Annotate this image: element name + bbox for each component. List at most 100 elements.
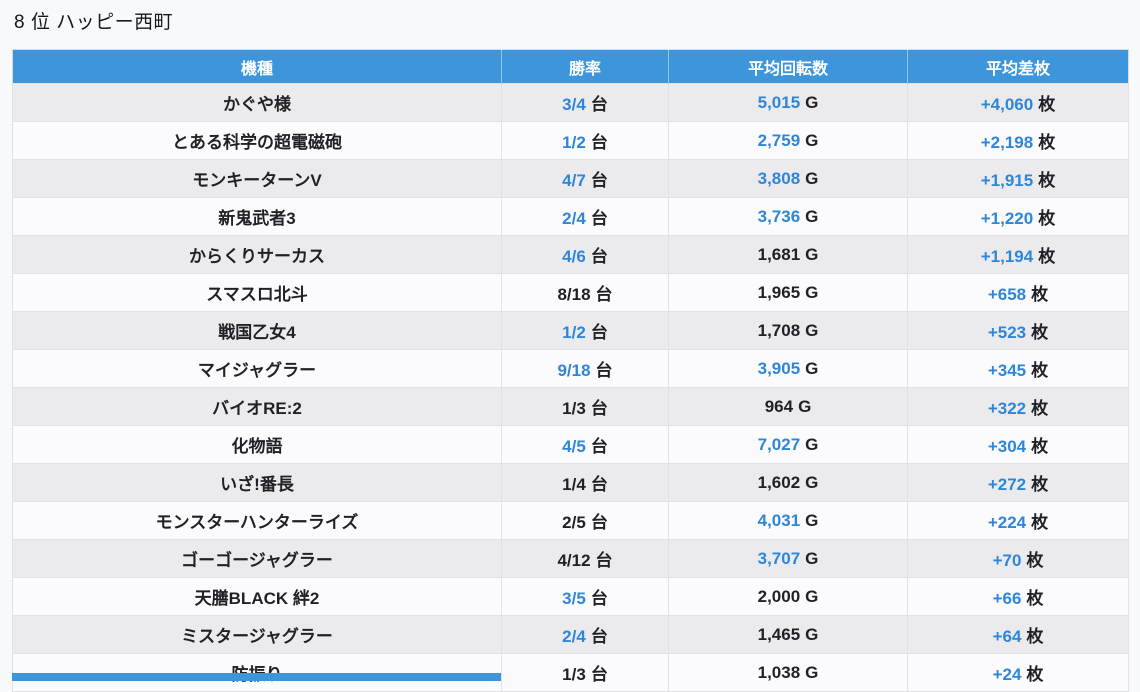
avg-diff-unit: 枚 bbox=[1031, 399, 1049, 418]
win-rate-cell: 8/18 台 bbox=[501, 273, 669, 312]
table-row: かぐや様 3/4 台 5,015 G +4,060 枚 bbox=[12, 83, 1129, 122]
win-rate-value: 4/7 bbox=[562, 171, 586, 190]
win-rate-cell: 1/2 台 bbox=[501, 121, 669, 160]
machine-name-cell: モンキーターンV bbox=[12, 159, 502, 198]
machine-name-cell: かぐや様 bbox=[12, 83, 502, 122]
avg-diff-value: +224 bbox=[987, 513, 1027, 532]
avg-spins-unit: G bbox=[805, 624, 819, 644]
avg-diff-value: +304 bbox=[987, 437, 1027, 456]
win-rate-value: 3/4 bbox=[562, 95, 586, 114]
table-row: 天膳BLACK 絆2 3/5 台 2,000 G +66 枚 bbox=[12, 577, 1129, 616]
avg-spins-unit: G bbox=[805, 92, 819, 112]
machine-name-cell: とある科学の超電磁砲 bbox=[12, 121, 502, 160]
avg-diff-value: +658 bbox=[987, 285, 1027, 304]
avg-spins-cell: 3,707 G bbox=[668, 539, 908, 578]
win-rate-unit: 台 bbox=[595, 551, 613, 570]
win-rate-unit: 台 bbox=[590, 627, 608, 646]
machine-name: モンキーターンV bbox=[192, 171, 322, 190]
avg-diff-cell: +66 枚 bbox=[907, 577, 1129, 616]
machine-name-cell: 戦国乙女4 bbox=[12, 311, 502, 350]
win-rate-value: 2/4 bbox=[562, 209, 586, 228]
win-rate-value: 8/18 bbox=[557, 285, 591, 304]
win-rate-cell: 4/5 台 bbox=[501, 425, 669, 464]
avg-diff-cell: +70 枚 bbox=[907, 539, 1129, 578]
avg-diff-cell: +345 枚 bbox=[907, 349, 1129, 388]
header-avg-diff: 平均差枚 bbox=[907, 49, 1129, 84]
win-rate-cell: 3/4 台 bbox=[501, 83, 669, 122]
win-rate-value: 4/12 bbox=[557, 551, 591, 570]
avg-diff-unit: 枚 bbox=[1031, 323, 1049, 342]
avg-spins-value: 1,602 bbox=[757, 472, 801, 492]
machine-name: とある科学の超電磁砲 bbox=[172, 133, 342, 152]
win-rate-unit: 台 bbox=[590, 95, 608, 114]
avg-diff-cell: +1,220 枚 bbox=[907, 197, 1129, 236]
avg-diff-value: +1,220 bbox=[980, 209, 1034, 228]
win-rate-cell: 9/18 台 bbox=[501, 349, 669, 388]
avg-spins-cell: 1,965 G bbox=[668, 273, 908, 312]
machine-name: スマスロ北斗 bbox=[206, 285, 308, 304]
avg-spins-cell: 3,808 G bbox=[668, 159, 908, 198]
machine-name: いざ!番長 bbox=[220, 475, 294, 494]
win-rate-unit: 台 bbox=[590, 513, 608, 532]
avg-spins-unit: G bbox=[805, 320, 819, 340]
avg-spins-cell: 5,015 G bbox=[668, 83, 908, 122]
avg-diff-unit: 枚 bbox=[1026, 589, 1044, 608]
win-rate-cell: 1/4 台 bbox=[501, 463, 669, 502]
avg-spins-value: 3,808 bbox=[757, 168, 801, 188]
avg-diff-value: +523 bbox=[987, 323, 1027, 342]
avg-spins-cell: 7,027 G bbox=[668, 425, 908, 464]
avg-diff-unit: 枚 bbox=[1038, 133, 1056, 152]
avg-spins-cell: 964 G bbox=[668, 387, 908, 426]
win-rate-cell: 1/2 台 bbox=[501, 311, 669, 350]
win-rate-cell: 2/4 台 bbox=[501, 197, 669, 236]
table-row: スマスロ北斗 8/18 台 1,965 G +658 枚 bbox=[12, 273, 1129, 312]
table-row: ゴーゴージャグラー 4/12 台 3,707 G +70 枚 bbox=[12, 539, 1129, 578]
avg-diff-unit: 枚 bbox=[1026, 665, 1044, 684]
table-row: ミスタージャグラー 2/4 台 1,465 G +64 枚 bbox=[12, 615, 1129, 654]
machine-name-cell: バイオRE:2 bbox=[12, 387, 502, 426]
machine-name: モンスターハンターライズ bbox=[155, 513, 359, 532]
win-rate-unit: 台 bbox=[590, 209, 608, 228]
avg-spins-unit: G bbox=[805, 130, 819, 150]
avg-spins-cell: 1,038 G bbox=[668, 653, 908, 692]
avg-spins-unit: G bbox=[805, 244, 819, 264]
avg-spins-unit: G bbox=[805, 358, 819, 378]
win-rate-unit: 台 bbox=[590, 323, 608, 342]
avg-diff-cell: +4,060 枚 bbox=[907, 83, 1129, 122]
win-rate-cell: 2/4 台 bbox=[501, 615, 669, 654]
avg-diff-value: +66 bbox=[992, 589, 1022, 608]
table-row: 化物語 4/5 台 7,027 G +304 枚 bbox=[12, 425, 1129, 464]
avg-diff-value: +272 bbox=[987, 475, 1027, 494]
win-rate-unit: 台 bbox=[590, 437, 608, 456]
avg-spins-unit: G bbox=[798, 396, 812, 416]
avg-spins-unit: G bbox=[805, 510, 819, 530]
win-rate-value: 1/2 bbox=[562, 323, 586, 342]
avg-spins-value: 5,015 bbox=[757, 92, 801, 112]
machine-name-cell: ゴーゴージャグラー bbox=[12, 539, 502, 578]
machine-name: 化物語 bbox=[231, 437, 283, 456]
avg-diff-cell: +322 枚 bbox=[907, 387, 1129, 426]
header-avg-spins: 平均回転数 bbox=[668, 49, 908, 84]
win-rate-value: 2/5 bbox=[562, 513, 586, 532]
table-row: マイジャグラー 9/18 台 3,905 G +345 枚 bbox=[12, 349, 1129, 388]
machine-name-cell: 化物語 bbox=[12, 425, 502, 464]
avg-spins-unit: G bbox=[805, 586, 819, 606]
avg-spins-cell: 1,465 G bbox=[668, 615, 908, 654]
avg-diff-value: +1,194 bbox=[980, 247, 1034, 266]
avg-diff-cell: +224 枚 bbox=[907, 501, 1129, 540]
avg-diff-cell: +2,198 枚 bbox=[907, 121, 1129, 160]
table-row: 戦国乙女4 1/2 台 1,708 G +523 枚 bbox=[12, 311, 1129, 350]
avg-diff-cell: +304 枚 bbox=[907, 425, 1129, 464]
machine-name: マイジャグラー bbox=[197, 361, 317, 380]
machine-name: バイオRE:2 bbox=[212, 399, 302, 418]
avg-spins-unit: G bbox=[805, 434, 819, 454]
avg-spins-value: 2,000 bbox=[757, 586, 801, 606]
win-rate-unit: 台 bbox=[590, 171, 608, 190]
machine-name-cell: からくりサーカス bbox=[12, 235, 502, 274]
avg-diff-cell: +1,915 枚 bbox=[907, 159, 1129, 198]
avg-spins-value: 4,031 bbox=[757, 510, 801, 530]
avg-diff-value: +4,060 bbox=[980, 95, 1034, 114]
win-rate-cell: 3/5 台 bbox=[501, 577, 669, 616]
avg-diff-value: +345 bbox=[987, 361, 1027, 380]
